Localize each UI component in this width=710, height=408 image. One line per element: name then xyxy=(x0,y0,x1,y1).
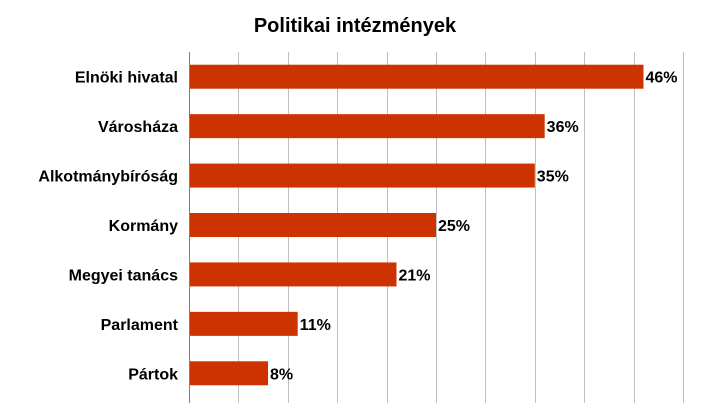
bar xyxy=(189,163,535,188)
bar xyxy=(189,213,436,237)
data-label: 25% xyxy=(438,218,470,235)
bar xyxy=(189,64,644,89)
bar xyxy=(189,361,269,386)
category-labels: Elnöki hivatal Városháza Alkotmánybíróság K… xyxy=(38,70,178,384)
value-labels: 46% 36% 35% 25% 21% 11% 8% xyxy=(270,70,677,384)
bar xyxy=(189,262,397,287)
category-label: Városháza xyxy=(98,119,178,136)
data-label: 35% xyxy=(537,169,569,186)
category-label: Pártok xyxy=(128,366,178,383)
category-label: Megyei tanács xyxy=(69,267,178,284)
gridlines xyxy=(238,52,684,403)
data-label: 8% xyxy=(270,366,293,383)
bars xyxy=(189,64,644,386)
category-label: Alkotmánybíróság xyxy=(38,169,178,186)
bar xyxy=(189,114,545,139)
bar xyxy=(189,311,298,336)
data-label: 46% xyxy=(645,70,677,87)
data-label: 36% xyxy=(547,119,579,136)
data-label: 11% xyxy=(300,317,331,334)
category-label: Parlament xyxy=(101,317,179,334)
data-label: 21% xyxy=(398,267,430,284)
category-label: Elnöki hivatal xyxy=(75,70,178,87)
chart-title: Politikai intézmények xyxy=(254,15,457,37)
category-label: Kormány xyxy=(109,218,178,235)
